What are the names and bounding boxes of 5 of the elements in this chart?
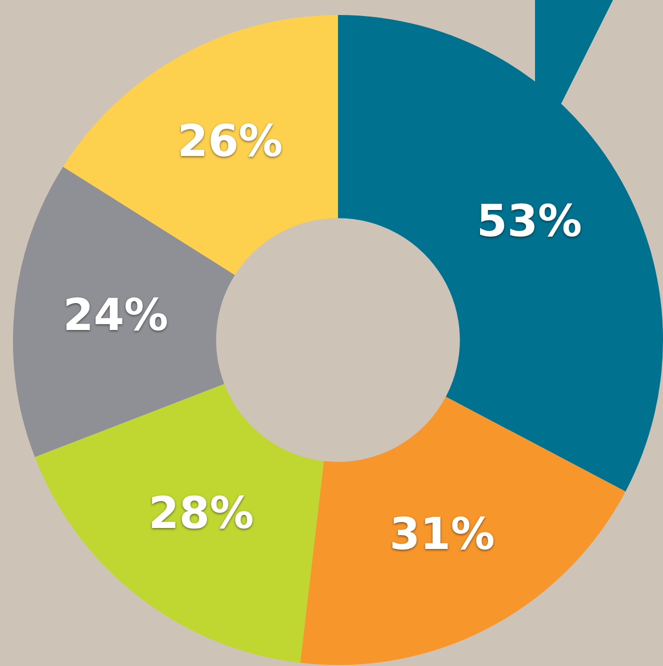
data-label: 24% [62, 290, 168, 341]
data-label: 31% [389, 509, 495, 560]
data-label: 26% [177, 116, 283, 167]
data-label: 53% [476, 196, 582, 247]
data-label: 28% [148, 488, 254, 540]
